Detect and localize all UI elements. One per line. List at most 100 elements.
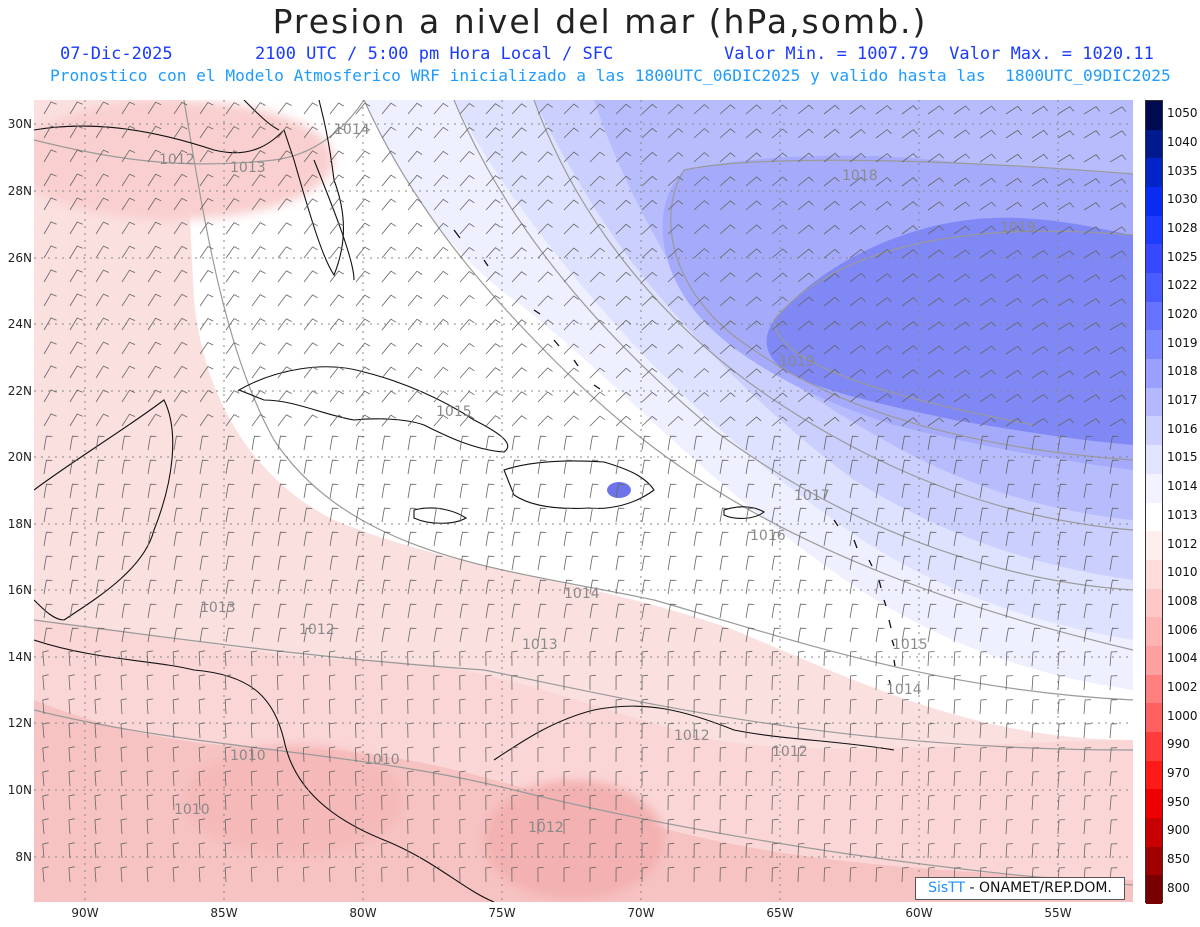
wind-barb [173,245,188,259]
wind-barb [95,125,110,139]
wind-barb [147,101,162,115]
wind-barb [225,246,240,259]
contour-label: 1012 [299,622,335,638]
wind-barb [68,698,75,715]
wind-barb [407,246,423,259]
wind-barb [797,104,814,115]
wind-barb [43,507,53,523]
wind-barb [771,368,788,379]
wind-barb [355,222,371,235]
wind-barb [511,199,527,211]
wind-barb [901,795,909,811]
wind-barb [1031,435,1041,451]
wind-barb [329,507,339,523]
wind-barb [875,393,892,403]
colorbar-level-label: 1030 [1167,192,1198,207]
wind-barb [485,770,492,787]
wind-barb [198,794,206,811]
wind-barb [511,247,527,259]
wind-barb [1031,483,1041,499]
wind-barb [173,389,188,403]
wind-barb [693,603,703,619]
wind-barb [641,459,651,475]
wind-barb [823,675,831,691]
wind-barb [927,483,937,499]
colorbar-level-label: 1017 [1167,393,1198,408]
colorbar-swatch [1146,559,1162,590]
wind-barb [459,150,475,163]
wind-barb [355,770,362,787]
wind-barb [277,627,287,643]
wind-barb [459,531,469,547]
wind-barb [95,173,110,187]
wind-barb [745,248,762,259]
wind-barb [303,150,318,163]
wind-barb [797,531,807,547]
wind-barb [225,435,235,451]
wind-barb [1083,298,1101,307]
wind-barb [250,842,258,859]
wind-barb [979,843,987,859]
wind-barb [901,747,909,763]
wind-barb [485,391,501,403]
wind-barb [69,603,79,619]
wind-barb [1057,394,1075,403]
wind-barb [1031,201,1049,211]
wind-barb [849,843,857,859]
wind-barb [1057,723,1066,739]
wind-barb [121,125,136,139]
wind-barb [745,650,753,667]
wind-barb [120,722,127,739]
wind-barb [641,531,651,547]
wind-barb [563,698,570,714]
wind-barb [277,198,292,211]
wind-barb [849,675,857,691]
wind-barb [927,345,944,355]
wind-barb [69,579,79,595]
wind-barb [433,746,440,763]
colorbar-swatch [1146,760,1162,790]
wind-barb [459,435,469,451]
wind-barb [1031,417,1049,427]
wind-barb [953,483,963,499]
wind-barb [1005,297,1022,307]
wind-barb [927,297,944,307]
wind-barb [43,269,57,283]
wind-barb [719,416,736,427]
wind-barb [173,579,183,595]
wind-barb [849,152,866,163]
wind-barb [667,199,684,211]
wind-barb [953,273,970,283]
colorbar-swatch [1146,588,1162,618]
wind-barb [745,459,755,475]
wind-barb [849,627,859,643]
wind-barb [667,674,675,691]
wind-barb [277,555,287,571]
wind-barb [1109,106,1127,115]
lat-label: 18N [7,517,32,531]
wind-barb [563,367,579,379]
wind-barb [745,531,755,547]
wind-barb [849,819,857,835]
wind-barb [693,794,701,811]
wind-barb [667,175,684,187]
wind-barb [745,104,762,115]
wind-barb [901,297,918,307]
wind-barb [199,579,209,595]
wind-barb [95,603,105,619]
wind-barb [43,555,53,571]
wind-barb [797,555,807,571]
wind-barb [589,343,605,355]
wind-barb [615,367,632,379]
wind-barb [563,127,579,139]
wind-barb [433,866,440,883]
wind-barb [745,483,755,499]
wind-barb [459,650,466,667]
pressure-map[interactable]: 1014 1012 1013 1018 1019 1019 1015 1017 … [34,100,1133,902]
colorbar-level-label: 970 [1167,765,1190,780]
wind-barb [381,246,397,259]
wind-barb [511,579,521,595]
wind-barb [667,650,675,667]
wind-barb [927,531,937,547]
wind-barb [1057,819,1066,835]
